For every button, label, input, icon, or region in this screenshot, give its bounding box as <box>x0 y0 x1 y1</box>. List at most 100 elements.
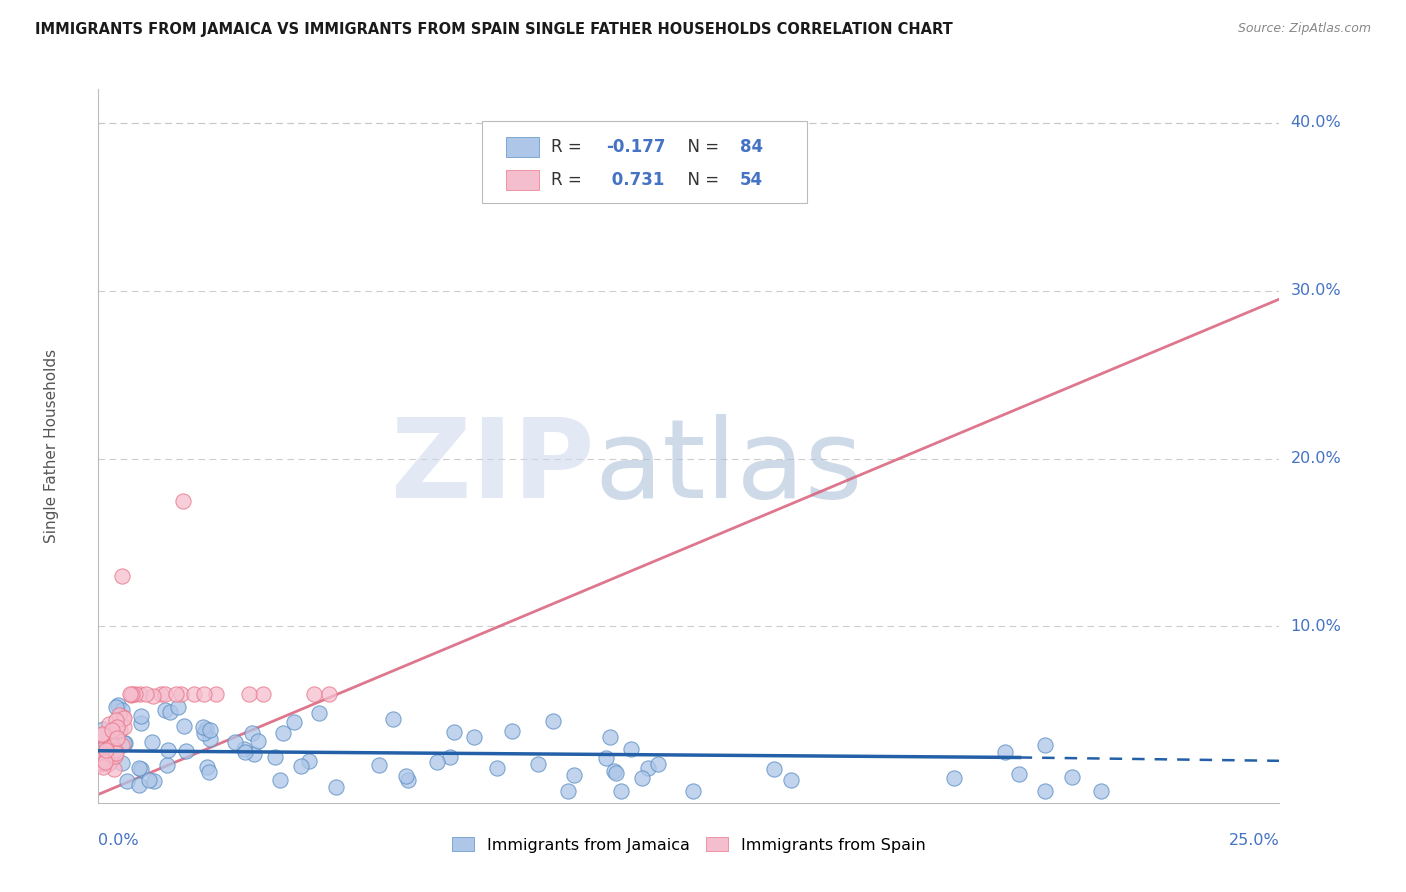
Point <box>101 723 124 737</box>
Point <box>120 688 142 702</box>
Point <box>93 760 115 774</box>
Point <box>318 687 340 701</box>
Point <box>112 710 135 724</box>
Text: 30.0%: 30.0% <box>1291 283 1341 298</box>
Point <box>100 750 122 764</box>
Point <box>647 756 669 771</box>
Point <box>111 703 134 717</box>
Point <box>193 687 215 701</box>
Point <box>994 745 1017 759</box>
Point <box>112 710 135 724</box>
Text: 10.0%: 10.0% <box>1291 619 1341 634</box>
Point <box>599 730 621 744</box>
Point <box>232 741 254 756</box>
Point <box>108 723 131 738</box>
Point <box>149 687 172 701</box>
Point <box>97 733 120 747</box>
Point <box>129 763 152 777</box>
Point <box>682 784 704 798</box>
Point <box>426 755 449 769</box>
Point <box>1033 784 1056 798</box>
Point <box>527 756 550 771</box>
Point <box>173 719 195 733</box>
Text: N =: N = <box>678 138 724 156</box>
Text: 40.0%: 40.0% <box>1291 115 1341 130</box>
Point <box>252 687 274 701</box>
Point <box>155 703 177 717</box>
Point <box>195 760 218 774</box>
Point <box>1090 784 1112 798</box>
Point <box>167 700 190 714</box>
Point <box>595 751 617 765</box>
Point <box>107 734 129 748</box>
Point <box>90 728 112 742</box>
Point <box>195 722 218 736</box>
Point <box>246 734 269 748</box>
Point <box>90 752 112 766</box>
Point <box>631 771 654 785</box>
Point <box>156 758 179 772</box>
Point <box>443 724 465 739</box>
Point <box>170 687 193 701</box>
Point <box>562 768 585 782</box>
Point <box>193 720 215 734</box>
Text: Source: ZipAtlas.com: Source: ZipAtlas.com <box>1237 22 1371 36</box>
Point <box>271 726 294 740</box>
Point <box>91 756 114 770</box>
Point <box>100 753 122 767</box>
Point <box>1007 766 1029 780</box>
Point <box>110 739 132 753</box>
Point <box>142 774 165 789</box>
Point <box>780 773 803 788</box>
Point <box>90 756 112 771</box>
Point <box>763 762 786 776</box>
Point <box>165 687 187 701</box>
Point <box>283 714 305 729</box>
Point <box>198 723 221 737</box>
Point <box>103 762 125 776</box>
Text: R =: R = <box>551 171 586 189</box>
Point <box>105 699 128 714</box>
Point <box>94 737 117 751</box>
Point <box>174 744 197 758</box>
Point <box>103 739 125 754</box>
Point <box>104 742 127 756</box>
Point <box>485 761 508 775</box>
Point <box>395 769 418 783</box>
Point <box>224 735 246 749</box>
Point <box>91 722 114 736</box>
Point <box>124 687 146 701</box>
Point <box>308 706 330 720</box>
Point <box>141 734 163 748</box>
Point <box>620 742 643 756</box>
Point <box>382 712 405 726</box>
Legend: Immigrants from Jamaica, Immigrants from Spain: Immigrants from Jamaica, Immigrants from… <box>446 830 932 859</box>
Point <box>156 743 179 757</box>
Text: -0.177: -0.177 <box>606 138 666 156</box>
Point <box>304 687 326 701</box>
Point <box>153 687 176 701</box>
Point <box>128 761 150 775</box>
Point <box>198 732 221 747</box>
Point <box>94 743 117 757</box>
Point <box>112 736 135 750</box>
Point <box>1060 770 1083 784</box>
Text: 84: 84 <box>740 138 763 156</box>
Point <box>91 727 114 741</box>
Point <box>100 755 122 769</box>
Point <box>93 728 115 742</box>
Point <box>205 687 228 701</box>
Point <box>264 749 287 764</box>
Point <box>104 748 127 763</box>
Point <box>501 724 523 739</box>
Point <box>94 753 117 767</box>
Point <box>97 756 120 771</box>
Point <box>111 756 134 770</box>
Point <box>105 731 128 746</box>
Point <box>96 747 118 762</box>
Point <box>233 745 256 759</box>
Point <box>557 784 579 798</box>
Point <box>637 760 659 774</box>
Point <box>298 754 321 768</box>
Point <box>159 705 181 719</box>
